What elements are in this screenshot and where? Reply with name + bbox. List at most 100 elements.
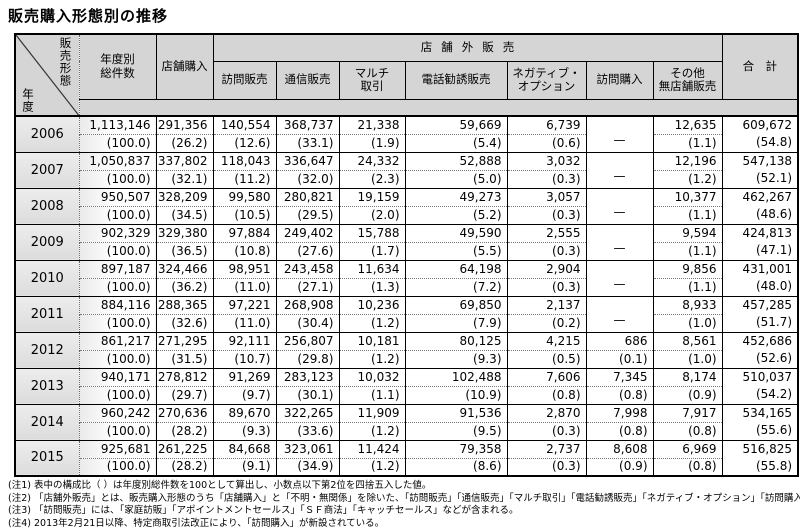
value-cell: 99,580 xyxy=(212,187,277,206)
percent-cell: (48.6) xyxy=(721,206,799,225)
percent-cell: (32.1) xyxy=(155,169,214,189)
percent-cell: (27.6) xyxy=(275,241,340,261)
percent-cell: (100.0) xyxy=(79,205,157,225)
percent-cell: (5.4) xyxy=(404,133,508,153)
year-cell: 2010 xyxy=(14,259,80,296)
value-cell: 431,001 xyxy=(721,259,799,278)
value-cell: 324,466 xyxy=(155,259,214,278)
col-header-yearly-total: 年度別 総件数 xyxy=(79,33,157,100)
value-cell: 897,187 xyxy=(79,259,157,278)
value-cell: 280,821 xyxy=(275,187,340,206)
value-cell: 10,032 xyxy=(338,367,406,386)
table-row-values: 2012 861,217 271,295 92,111 256,807 10,181 80,… xyxy=(14,331,799,368)
footnotes: (注1) 表中の構成比（ ）は年度別総件数を100として算出し、小数点以下第2位… xyxy=(8,480,800,530)
table-row-percents: (100.0) (32.6) (11.0) (30.4) (1.2) (7.9) (0.2)… xyxy=(15,313,799,333)
percent-cell: (1.1) xyxy=(652,133,723,153)
footnote-3: (注3) 「訪問販売」には、「家庭訪販」「アポイントメントセールス」「ＳＦ商法」… xyxy=(8,505,519,516)
table-row-percents: (100.0) (29.7) (9.7) (30.1) (1.1) (10.9) (0.8)… xyxy=(15,385,799,405)
value-cell: 261,225 xyxy=(155,439,214,458)
value-cell: 368,737 xyxy=(275,115,340,134)
value-cell: 98,951 xyxy=(212,259,277,278)
no-data-dash-cell: — xyxy=(585,259,654,296)
value-cell: 89,670 xyxy=(212,403,277,422)
table-row-percents: (100.0) (26.2) (12.6) (33.1) (1.9) (5.4) (0.6)… xyxy=(15,133,799,153)
value-cell: 9,856 xyxy=(652,259,723,278)
percent-cell: (1.1) xyxy=(652,277,723,297)
value-cell: 278,812 xyxy=(155,367,214,386)
value-cell: 84,668 xyxy=(212,439,277,458)
value-cell: 452,686 xyxy=(721,331,799,350)
percent-cell: (1.9) xyxy=(338,133,406,153)
year-cell: 2011 xyxy=(14,295,80,332)
value-cell: 8,174 xyxy=(652,367,723,386)
value-cell: 64,198 xyxy=(404,259,508,278)
percent-cell: (9.3) xyxy=(212,421,277,441)
percent-cell: (1.1) xyxy=(652,205,723,225)
table-body: 2006 1,113,146 291,356 140,554 368,737 21,338… xyxy=(14,115,799,477)
table-row-values: 2014 960,242 270,636 89,670 322,265 11,909 91,… xyxy=(14,403,799,440)
value-cell: 268,908 xyxy=(275,295,340,314)
percent-cell: (0.6) xyxy=(506,133,587,153)
value-cell: 10,181 xyxy=(338,331,406,350)
footnote-1: (注1) 表中の構成比（ ）は年度別総件数を100として算出し、小数点以下第2位… xyxy=(8,480,432,491)
corner-header-cell: 販売形態 年度 xyxy=(14,33,80,117)
percent-cell: (0.8) xyxy=(652,457,723,477)
value-cell: 4,215 xyxy=(506,331,587,350)
value-cell: 2,904 xyxy=(506,259,587,278)
percent-cell: (52.6) xyxy=(721,350,799,369)
value-cell: 10,236 xyxy=(338,295,406,314)
value-cell: 52,888 xyxy=(404,151,508,170)
percent-cell: (100.0) xyxy=(79,313,157,333)
percent-cell: (0.8) xyxy=(652,421,723,441)
percent-cell: (9.1) xyxy=(212,457,277,477)
value-cell: 7,606 xyxy=(506,367,587,386)
percent-cell: (8.6) xyxy=(404,457,508,477)
percent-cell: (1.2) xyxy=(338,421,406,441)
col-header-store-purchase: 店舗購入 xyxy=(155,33,214,100)
footnote-4: (注4) 2013年2月21日以降、特定商取引法改正により、「訪問購入」が新設さ… xyxy=(8,517,385,529)
value-cell: 322,265 xyxy=(275,403,340,422)
table-row-percents: (100.0) (34.5) (10.5) (29.5) (2.0) (5.2) (0.3)… xyxy=(15,205,799,225)
table-row-percents: (100.0) (32.1) (11.2) (32.0) (2.3) (5.0) (0.3)… xyxy=(15,169,799,189)
percent-cell: (34.9) xyxy=(275,457,340,477)
value-cell: 516,825 xyxy=(721,439,799,458)
percent-cell: (33.1) xyxy=(275,133,340,153)
value-cell: 323,061 xyxy=(275,439,340,458)
value-cell: 950,507 xyxy=(79,187,157,206)
percent-cell: (0.3) xyxy=(506,457,587,477)
col-header-other-non-store: その他 無店舗販売 xyxy=(652,60,723,100)
table-row-values: 2006 1,113,146 291,356 140,554 368,737 21,338… xyxy=(14,115,799,152)
value-cell: 329,380 xyxy=(155,223,214,242)
year-cell: 2009 xyxy=(14,223,80,260)
percent-cell: (0.8) xyxy=(585,385,654,405)
percent-cell: (36.5) xyxy=(155,241,214,261)
col-header-telemarketing: 電話勧誘販売 xyxy=(404,60,508,100)
table-row-values: 2009 902,329 329,380 97,884 249,402 15,788 49,… xyxy=(14,223,799,260)
percent-cell: (5.5) xyxy=(404,241,508,261)
value-cell: 960,242 xyxy=(79,403,157,422)
value-cell: 1,113,146 xyxy=(79,115,157,134)
value-cell: 9,594 xyxy=(652,223,723,242)
value-cell: 243,458 xyxy=(275,259,340,278)
value-cell: 256,807 xyxy=(275,331,340,350)
value-cell: 140,554 xyxy=(212,115,277,134)
value-cell: 1,050,837 xyxy=(79,151,157,170)
value-cell: 510,037 xyxy=(721,367,799,386)
percent-cell: (11.0) xyxy=(212,277,277,297)
col-header-door-to-door-purchase: 訪問購入 xyxy=(585,60,654,100)
percent-cell: (54.8) xyxy=(721,134,799,153)
value-cell: 457,285 xyxy=(721,295,799,314)
value-cell: 19,159 xyxy=(338,187,406,206)
value-cell: 8,561 xyxy=(652,331,723,350)
percent-cell: (1.1) xyxy=(338,385,406,405)
value-cell: 24,332 xyxy=(338,151,406,170)
percent-cell: (31.5) xyxy=(155,349,214,369)
group-header-non-store-sales: 店舗外販売 xyxy=(212,33,723,62)
value-cell: 7,345 xyxy=(585,367,654,386)
value-cell: 6,739 xyxy=(506,115,587,134)
table-row-percents: (100.0) (36.5) (10.8) (27.6) (1.7) (5.5) (0.3)… xyxy=(15,241,799,261)
value-cell: 49,590 xyxy=(404,223,508,242)
corner-label-sales-form: 販売形態 xyxy=(58,37,73,87)
percent-cell: (2.3) xyxy=(338,169,406,189)
percent-cell: (1.2) xyxy=(338,313,406,333)
